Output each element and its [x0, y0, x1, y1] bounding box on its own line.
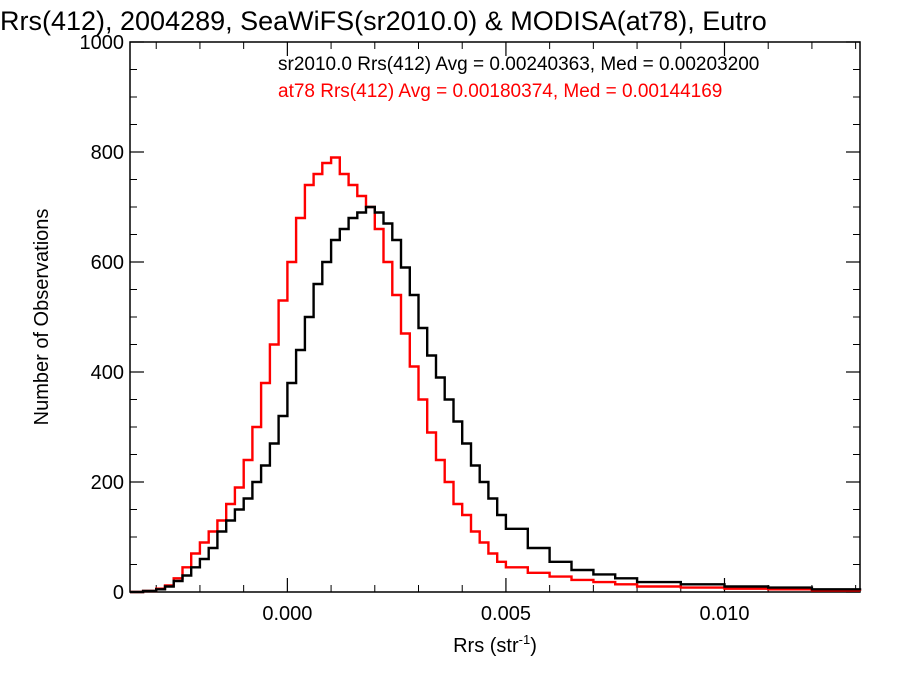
series-line-at78 [130, 156, 862, 594]
y-tick-label: 0 [113, 582, 124, 604]
y-tick-label: 800 [91, 142, 124, 164]
x-axis-label-end: ) [530, 635, 537, 657]
x-tick-label: 0.000 [262, 603, 312, 625]
series-layer [130, 156, 862, 594]
x-tick-label: 0.005 [481, 603, 531, 625]
axis-ticks: 0 200 400 600 800 1000 0.000 0.005 0.010 [80, 32, 860, 625]
x-tick-label: 0.010 [699, 603, 749, 625]
x-axis-label: Rrs (str-1) [453, 632, 537, 657]
x-axis-label-main: Rrs (str [453, 635, 519, 657]
chart-title: Rrs(412), 2004289, SeaWiFS(sr2010.0) & M… [0, 6, 767, 36]
y-tick-label: 400 [91, 362, 124, 384]
y-tick-label: 1000 [80, 32, 125, 54]
legend-entry-at78: at78 Rrs(412) Avg = 0.00180374, Med = 0.… [278, 81, 722, 102]
y-axis-label: Number of Observations [31, 209, 53, 426]
x-axis-label-sup: -1 [519, 632, 531, 647]
y-tick-label: 600 [91, 252, 124, 274]
series-line-sr2010 [130, 205, 862, 594]
legend-entry-sr2010: sr2010.0 Rrs(412) Avg = 0.00240363, Med … [278, 54, 759, 75]
y-tick-label: 200 [91, 472, 124, 494]
